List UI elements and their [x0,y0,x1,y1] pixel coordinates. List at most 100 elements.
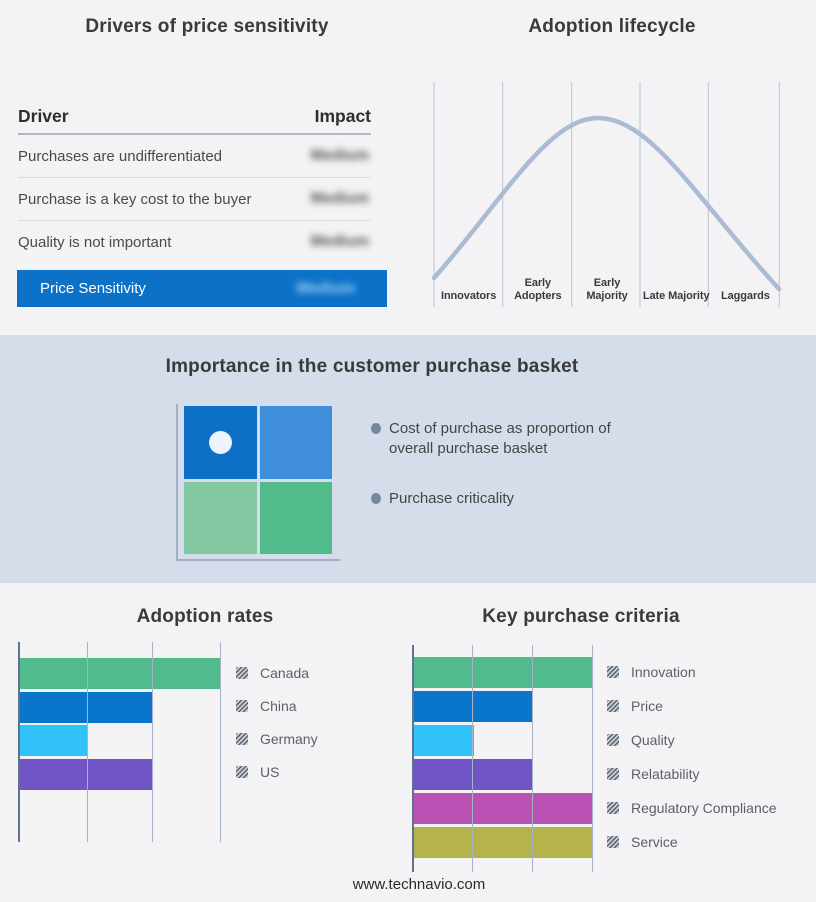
y-axis [18,642,20,842]
bullet-text: Cost of purchase as proportion of overal… [389,420,611,457]
list-item: Cost of purchase as proportion of overal… [371,419,641,458]
legend-label: Quality [631,732,675,748]
impact-cell-blurred: Medium [310,190,369,207]
bar-track [20,759,220,790]
bar-us [20,759,153,790]
bar-track [414,691,592,722]
stage-label-early-adopters: Early Adopters [514,277,562,302]
legend-label: Price [631,698,663,714]
bar-track [414,725,592,756]
gridline [592,645,593,872]
lifecycle-panel-title: Adoption lifecycle [528,16,696,37]
table-row: Purchase is a key cost to the buyer Medi… [18,178,371,221]
bar-innovation [414,657,592,688]
gridline [87,642,88,842]
bar-track [414,657,592,688]
legend-label: Germany [260,731,318,747]
driver-cell: Quality is not important [18,233,172,251]
lifecycle-stage-labels: Innovators Early Adopters Early Majority… [434,272,780,303]
driver-cell: Purchase is a key cost to the buyer [18,190,252,208]
bar-canada [20,658,220,689]
column-header-impact: Impact [314,106,371,126]
legend-hatch-icon [607,768,619,780]
stage-label-late-majority: Late Majority [642,290,710,302]
adoption-rates-title: Adoption rates [136,606,274,627]
legend-item: Regulatory Compliance [607,800,777,816]
drivers-table: Driver Impact Purchases are undifferenti… [18,92,371,263]
column-header-driver: Driver [18,106,69,126]
quadrant-bottom-right [259,481,332,554]
legend-label: Relatability [631,766,700,782]
stage-label-laggards: Laggards [721,290,770,302]
key-purchase-criteria-title: Key purchase criteria [482,606,680,627]
legend-item: Quality [607,732,777,748]
legend-item: Service [607,834,777,850]
legend-label: US [260,764,280,780]
basket-panel-title: Importance in the customer purchase bask… [165,356,579,377]
bar-track [414,827,592,858]
legend-item: China [236,698,318,714]
quadrant-bottom-left [184,481,257,554]
quadrant-x-axis [176,559,340,561]
legend-label: Service [631,834,678,850]
legend-label: Regulatory Compliance [631,800,777,816]
bullet-icon [371,423,381,434]
gridline [220,642,221,842]
drivers-table-header: Driver Impact [18,92,371,135]
table-row: Quality is not important Medium [18,221,371,263]
legend-item: Relatability [607,766,777,782]
legend-label: China [260,698,297,714]
impact-cell-blurred: Medium [310,233,369,250]
impact-cell-blurred: Medium [310,147,369,164]
gridline [152,642,153,842]
driver-cell: Purchases are undifferentiated [18,147,223,165]
bar-track [414,759,592,790]
bar-quality [414,725,474,756]
stage-label-innovators: Innovators [440,290,497,302]
bar-price [414,691,533,722]
legend-hatch-icon [236,766,248,778]
table-row: Purchases are undifferentiated Medium [18,135,371,178]
legend-hatch-icon [607,734,619,746]
purchase-basket-quadrant [184,406,332,554]
legend-item: Price [607,698,777,714]
legend-hatch-icon [236,733,248,745]
basket-bullet-list: Cost of purchase as proportion of overal… [371,419,641,540]
list-item: Purchase criticality [371,489,641,509]
website-url: www.technavio.com [352,876,486,893]
adoption-rates-legend: Canada China Germany US [236,665,318,780]
key-purchase-criteria-legend: Innovation Price Quality Relatability Re… [607,664,777,850]
legend-label: Innovation [631,664,696,680]
legend-hatch-icon [607,836,619,848]
impact-cell-blurred: Medium [296,279,355,297]
legend-item: Canada [236,665,318,681]
legend-item: US [236,764,318,780]
legend-item: Germany [236,731,318,747]
quadrant-marker-dot [209,431,232,454]
adoption-curve [431,115,782,292]
bar-germany [20,725,87,756]
legend-hatch-icon [236,667,248,679]
quadrant-y-axis [176,404,178,560]
price-sensitivity-summary-row: Price Sensitivity Medium [17,270,387,307]
bar-service [414,827,592,858]
bar-track [20,725,220,756]
gridline [472,645,473,872]
bar-track [414,793,592,824]
purchase-basket-band [0,335,816,583]
price-sensitivity-label: Price Sensitivity [40,280,146,297]
bar-track [20,658,220,689]
bar-regulatory-compliance [414,793,592,824]
legend-hatch-icon [236,700,248,712]
bar-relatability [414,759,533,790]
bullet-text: Purchase criticality [389,490,515,507]
y-axis [412,645,414,872]
bullet-icon [371,493,381,504]
drivers-panel-title: Drivers of price sensitivity [85,16,329,37]
adoption-lifecycle-chart [431,82,782,307]
bar-china [20,692,153,723]
bar-track [20,692,220,723]
legend-hatch-icon [607,700,619,712]
legend-item: Innovation [607,664,777,680]
